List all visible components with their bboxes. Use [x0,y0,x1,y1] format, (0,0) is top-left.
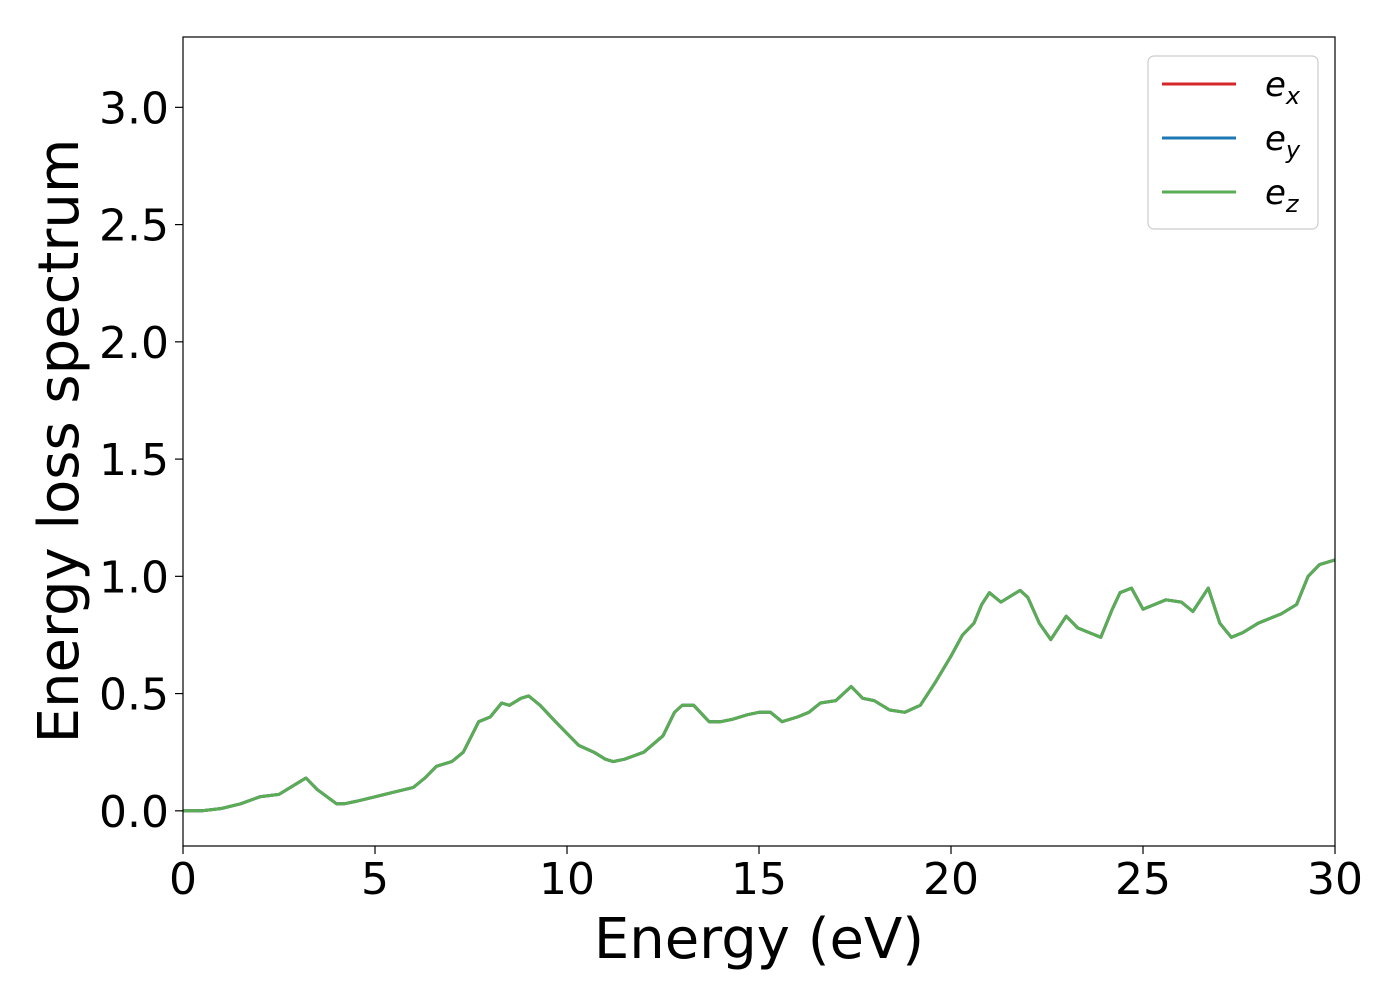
legend-label-y: ey [1265,119,1301,164]
y-tick-label: 2.5 [99,201,169,252]
legend-label-z: ez [1265,173,1300,218]
legend-label-base: e [1265,65,1286,105]
legend-label-subscript: x [1285,82,1301,110]
y-tick-label: 0.5 [99,670,169,721]
y-tick-label: 2.0 [99,318,169,369]
legend-label-subscript: z [1285,190,1300,218]
y-tick-label: 0.0 [99,787,169,838]
y-tick-label: 1.0 [99,552,169,603]
x-tick-label: 15 [731,854,787,905]
y-tick-label: 1.5 [99,435,169,486]
x-tick-label: 10 [539,854,595,905]
x-tick-label: 0 [169,854,197,905]
x-tick-label: 20 [923,854,979,905]
x-tick-label: 30 [1307,854,1363,905]
y-axis: 0.0 0.5 1.0 1.5 2.0 2.5 3.0 [99,83,183,838]
x-tick-label: 25 [1115,854,1171,905]
legend-label-base: e [1265,119,1286,159]
x-axis-title: Energy (eV) [594,907,924,972]
y-axis-title: Energy loss spectrum [27,139,92,744]
legend-box [1147,55,1319,230]
y-tick-label: 3.0 [99,83,169,134]
x-tick-label: 5 [361,854,389,905]
legend-label-x: ex [1265,65,1301,110]
legend-label-subscript: y [1285,136,1301,164]
legend-label-base: e [1265,173,1286,213]
series-group [183,558,1335,813]
x-axis: 0 5 10 15 20 25 30 [169,846,1363,905]
series-line-z [183,558,1335,813]
